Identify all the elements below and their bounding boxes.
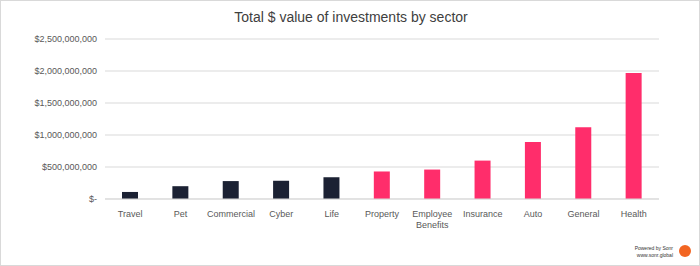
html-text:www.sonr.global: www.sonr.global (636, 252, 673, 258)
svg-text:Commercial: Commercial (207, 209, 255, 219)
svg-text:Life: Life (324, 209, 339, 219)
svg-text:Health: Health (621, 209, 647, 219)
svg-text:Insurance: Insurance (463, 209, 503, 219)
svg-text:$1,000,000,000: $1,000,000,000 (34, 130, 97, 140)
svg-text:Pet: Pet (174, 209, 188, 219)
svg-text:Cyber: Cyber (269, 209, 293, 219)
svg-text:$2,500,000,000: $2,500,000,000 (34, 34, 97, 44)
svg-text:$2,000,000,000: $2,000,000,000 (34, 66, 97, 76)
svg-text:$500,000,000: $500,000,000 (42, 162, 97, 172)
html-text:Powered by Sonr: Powered by Sonr (634, 245, 673, 251)
svg-text:$-: $- (89, 194, 97, 204)
svg-text:Auto: Auto (524, 209, 543, 219)
html-text:Total $ value of investments b: Total $ value of investments by sector (234, 9, 468, 25)
svg-text:$1,500,000,000: $1,500,000,000 (34, 98, 97, 108)
svg-text:EmployeeBenefits: EmployeeBenefits (412, 209, 452, 230)
svg-text:Property: Property (365, 209, 400, 219)
svg-text:Travel: Travel (118, 209, 143, 219)
svg-text:General: General (567, 209, 599, 219)
